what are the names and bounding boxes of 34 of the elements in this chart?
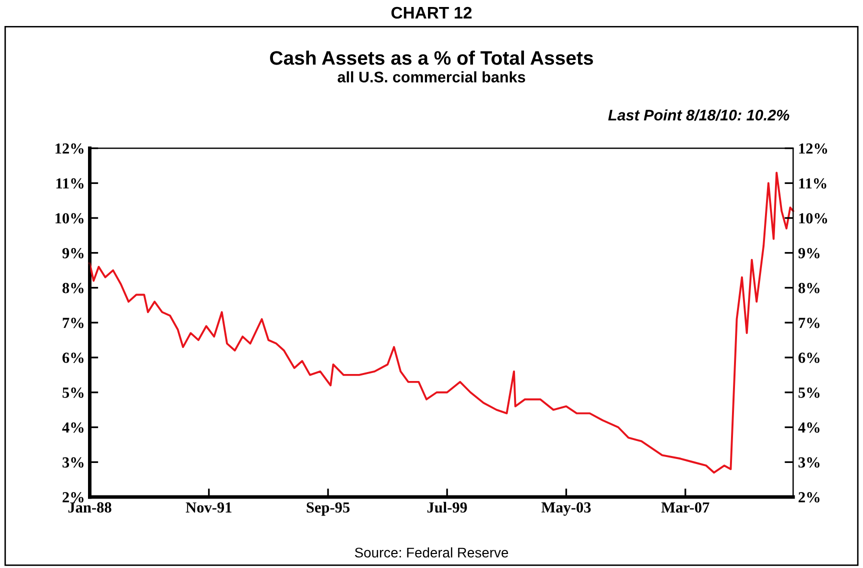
y2-tick-label: 2% (798, 492, 820, 502)
x-tick-label: Sep-95 (306, 502, 350, 516)
y-tick-label: 11% (56, 178, 84, 189)
y2-tick-label: 8% (798, 282, 820, 294)
x-tick-label: Jan-88 (68, 502, 112, 513)
y2-tick-label: 3% (798, 457, 820, 468)
x-tick-label: Nov-91 (186, 502, 232, 513)
y2-tick-label: 5% (798, 388, 820, 398)
x-tick-label: Jul-99 (427, 502, 467, 513)
y-tick-label: 8% (62, 282, 84, 294)
x-tick-label: Mar-07 (661, 502, 710, 513)
y2-tick-label: 12% (799, 143, 828, 154)
y2-tick-label: 11% (799, 178, 826, 189)
line-series (88, 172, 794, 474)
y2-tick-label: 9% (798, 248, 820, 258)
caption: CHART 12 (391, 6, 472, 19)
y-tick-label: 2% (62, 492, 84, 502)
y2-tick-label: 6% (798, 352, 820, 363)
chart-subtitle: all U.S. commercial banks (338, 71, 526, 82)
y-tick-label: 9% (62, 248, 84, 258)
source-note: Source: Federal Reserve (354, 547, 508, 558)
y-tick-label: 5% (62, 388, 84, 398)
y-tick-label: 4% (62, 422, 84, 433)
x-tick-label: May-03 (541, 502, 591, 516)
y-tick-label: 12% (56, 143, 84, 154)
y2-tick-label: 10% (799, 213, 828, 224)
y-tick-label: 10% (56, 213, 84, 224)
chart-title: Cash Assets as a % of Total Assets (270, 50, 593, 65)
text: Last Point 8/18/10: 10.2% (608, 109, 790, 121)
y2-tick-label: 7% (798, 318, 820, 328)
y-tick-label: 3% (62, 457, 84, 468)
y2-tick-label: 4% (798, 422, 820, 433)
y-tick-label: 6% (62, 352, 84, 363)
y-tick-label: 7% (62, 318, 84, 328)
